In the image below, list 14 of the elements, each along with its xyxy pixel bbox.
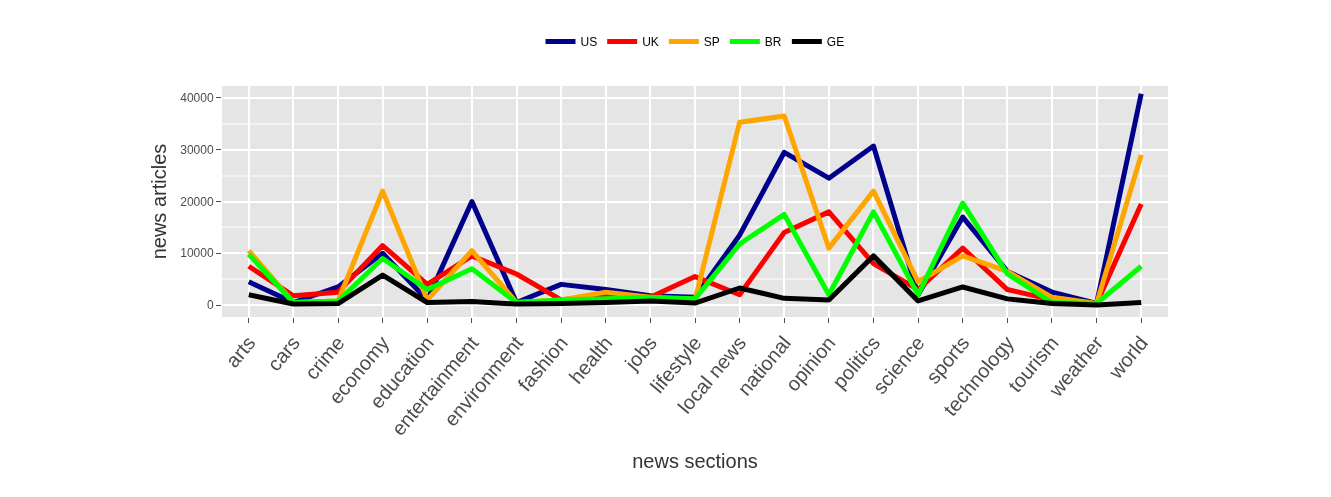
x-tick-label: cars — [262, 331, 305, 375]
legend-label: UK — [642, 35, 659, 50]
legend-label: GE — [826, 35, 845, 50]
y-tick-label: 10000 — [180, 246, 214, 261]
x-tick-label: arts — [221, 331, 260, 372]
y-tick-label: 30000 — [180, 142, 214, 157]
y-tick-label: 40000 — [180, 91, 214, 106]
legend-label: BR — [764, 35, 782, 50]
legend-label: US — [580, 35, 598, 50]
y-tick-label: 0 — [206, 298, 214, 313]
legend-label: SP — [703, 35, 720, 50]
y-axis-title: news articles — [147, 143, 170, 260]
x-axis-title: news sections — [632, 450, 758, 473]
y-tick-label: 20000 — [180, 194, 214, 209]
